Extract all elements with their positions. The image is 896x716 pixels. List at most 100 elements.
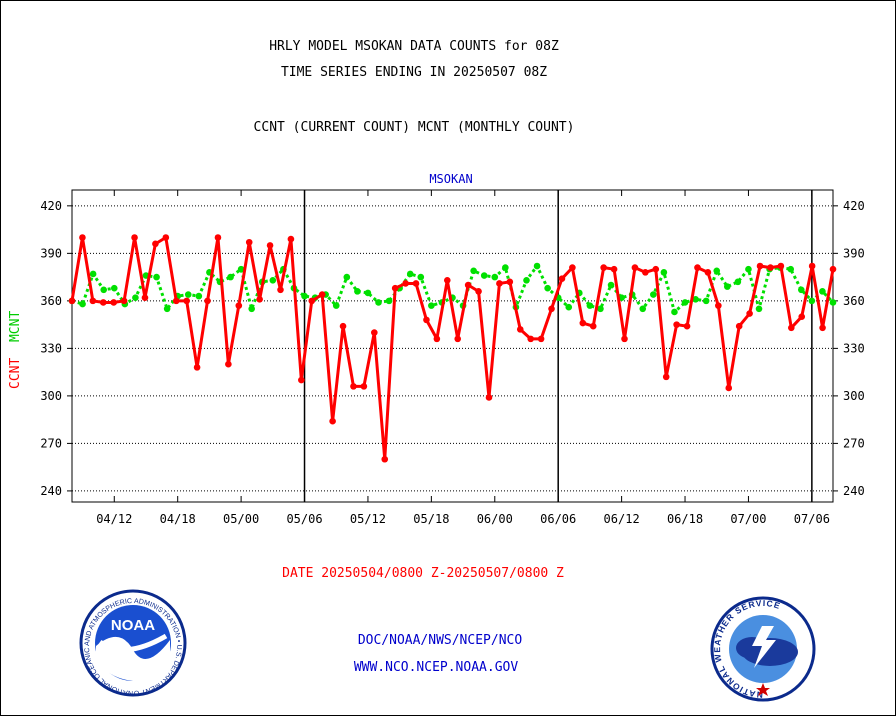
ccnt-point <box>516 326 524 333</box>
mcnt-point <box>713 267 721 275</box>
mcnt-point <box>597 305 604 313</box>
ccnt-point <box>339 322 347 330</box>
y-tick-label-left: 390 <box>40 246 62 260</box>
mcnt-point <box>692 295 699 303</box>
y-tick-label-right: 420 <box>843 199 865 213</box>
mcnt-point <box>808 297 816 305</box>
x-tick-label: 06/06 <box>540 512 576 526</box>
mcnt-point <box>533 262 541 270</box>
noaa-logo-text: NOAA <box>111 617 155 634</box>
ccnt-point <box>141 294 149 301</box>
mcnt-point <box>248 305 255 313</box>
mcnt-point <box>639 305 647 313</box>
ccnt-point <box>496 280 503 287</box>
ccnt-point <box>308 297 316 305</box>
y-tick-label-left: 330 <box>40 341 62 355</box>
mcnt-point <box>565 303 573 311</box>
x-tick-label: 05/18 <box>413 512 449 526</box>
mcnt-point <box>163 305 171 313</box>
ccnt-point <box>256 295 263 303</box>
ccnt-point <box>715 302 722 309</box>
ccnt-point <box>350 383 357 390</box>
ccnt-point <box>569 264 576 271</box>
ccnt-point <box>694 264 701 271</box>
ccnt-point <box>777 262 785 270</box>
mcnt-point <box>724 283 731 290</box>
x-tick-label: 06/12 <box>604 512 640 526</box>
mcnt-point <box>650 291 657 298</box>
ccnt-point <box>829 265 837 273</box>
mcnt-point <box>523 276 530 284</box>
ccnt-point <box>631 264 639 271</box>
ccnt-point <box>735 322 743 330</box>
ccnt-point <box>183 297 190 305</box>
mcnt-point <box>375 299 382 306</box>
ccnt-point <box>225 360 232 368</box>
ccnt-point <box>808 262 816 270</box>
ccnt-point <box>391 284 399 292</box>
ccnt-point <box>798 313 806 321</box>
nws-logo[interactable]: NATIONAL WEATHER SERVICE <box>710 596 816 702</box>
mcnt-point <box>343 273 351 281</box>
ccnt-point <box>464 281 472 289</box>
x-tick-label: 05/12 <box>350 512 386 526</box>
mcnt-point <box>502 264 509 271</box>
mcnt-point <box>89 270 97 278</box>
ccnt-point <box>621 335 628 343</box>
ccnt-point <box>162 234 170 241</box>
org-link[interactable]: DOC/NOAA/NWS/NCEP/NCO <box>357 633 523 648</box>
y-tick-label-left: 240 <box>40 484 62 498</box>
plot-area <box>71 189 834 503</box>
x-tick-label: 07/06 <box>794 512 830 526</box>
mcnt-point <box>745 265 752 273</box>
mcnt-point <box>110 284 118 292</box>
website-link[interactable]: WWW.NCO.NCEP.NOAA.GOV <box>353 660 519 675</box>
mcnt-point <box>544 284 551 292</box>
x-tick-label: 06/18 <box>667 512 703 526</box>
chart-subtitle: CCNT (CURRENT COUNT) MCNT (MONTHLY COUNT… <box>253 120 575 135</box>
y-tick-label-left: 270 <box>40 436 62 450</box>
mcnt-point <box>132 294 139 301</box>
x-tick-label: 06/00 <box>477 512 513 526</box>
mcnt-point <box>480 272 488 279</box>
mcnt-point <box>79 300 86 308</box>
ccnt-point <box>746 310 753 317</box>
ccnt-point <box>204 297 211 305</box>
mcnt-point <box>227 273 234 281</box>
y-tick-label-left: 420 <box>40 199 62 213</box>
ccnt-point <box>423 316 430 324</box>
ccnt-point <box>120 297 128 305</box>
mcnt-point <box>417 273 425 281</box>
mcnt-point <box>829 299 837 306</box>
mcnt-point <box>702 297 710 305</box>
x-tick-label: 04/18 <box>160 512 196 526</box>
mcnt-point <box>184 291 192 298</box>
date-range-label: DATE 20250504/0800 Z-20250507/0800 Z <box>282 566 564 581</box>
ccnt-point <box>214 234 222 241</box>
mcnt-point <box>660 269 668 276</box>
ccnt-point <box>152 240 159 248</box>
ccnt-point <box>725 384 733 392</box>
ccnt-point <box>402 280 409 287</box>
ccnt-point <box>287 235 295 243</box>
ccnt-point <box>558 275 566 282</box>
mcnt-point <box>269 276 277 284</box>
mcnt-point <box>607 281 615 289</box>
mcnt-point <box>428 302 435 309</box>
ccnt-point <box>506 278 514 286</box>
mcnt-point <box>755 305 763 313</box>
ccnt-point <box>610 265 618 273</box>
mcnt-point <box>734 278 742 286</box>
ccnt-point <box>318 291 326 298</box>
ccnt-point <box>266 242 274 249</box>
ccnt-point <box>475 288 482 295</box>
y-tick-label-right: 270 <box>843 436 865 450</box>
ccnt-point <box>454 335 462 343</box>
y-tick-label-right: 330 <box>843 341 865 355</box>
mcnt-point <box>586 302 594 309</box>
ccnt-point <box>193 364 201 371</box>
mcnt-point <box>470 267 477 275</box>
ccnt-point <box>381 455 389 463</box>
ccnt-point <box>589 322 597 330</box>
ccnt-point <box>89 297 97 305</box>
